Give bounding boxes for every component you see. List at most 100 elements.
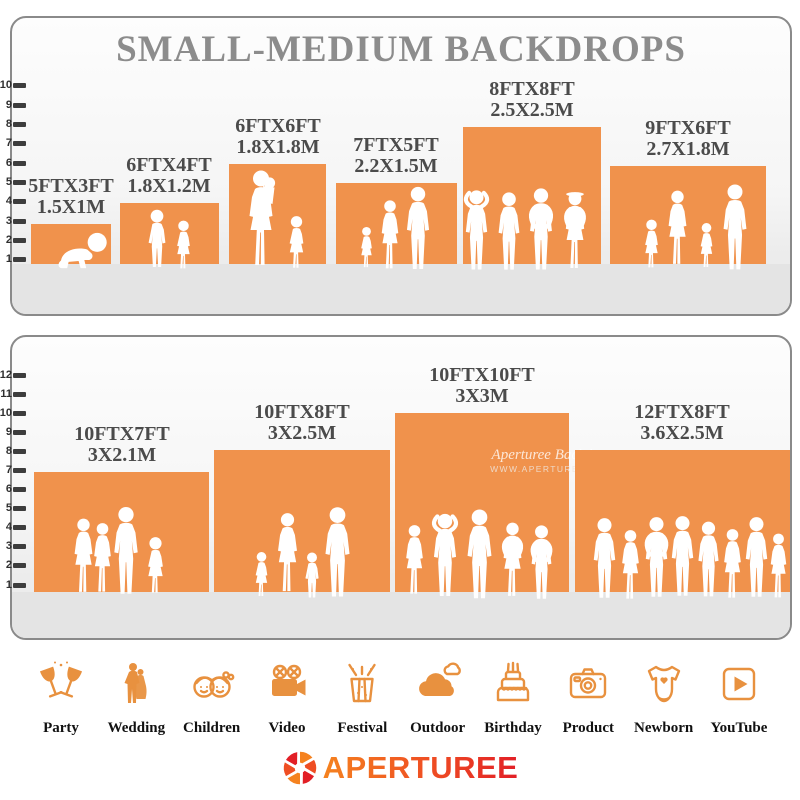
birthday-icon — [496, 661, 530, 702]
ruler-tick — [13, 373, 26, 378]
ruler-tick — [13, 392, 26, 397]
backdrop-label-7ftx5ft: 7FTX5FT 2.2X1.5M — [353, 134, 439, 177]
ruler-number: 2 — [5, 559, 12, 571]
ruler-tick — [13, 468, 26, 473]
silhouette-baby-crawling — [58, 232, 107, 269]
backdrop-label-5ftx3ft: 5FTX3FT 1.5X1M — [28, 175, 114, 218]
ruler-tick — [13, 219, 26, 224]
category-video: Video — [250, 660, 324, 737]
backdrop-label-6ftx4ft: 6FTX4FT 1.8X1.2M — [126, 154, 212, 197]
ruler-tick — [13, 583, 26, 588]
silhouette-girl — [255, 552, 268, 596]
logo-text: APERTUREE — [322, 750, 519, 785]
category-row: Party Wedding Children — [24, 660, 776, 737]
ruler-tick — [13, 449, 26, 454]
outdoor-icon — [418, 662, 461, 696]
ruler-number: 10 — [0, 407, 12, 419]
ruler-number: 11 — [0, 388, 12, 400]
video-icon — [271, 664, 306, 696]
silhouette-boy — [148, 209, 166, 267]
ruler-number: 4 — [5, 195, 12, 207]
ruler-tick — [13, 487, 26, 492]
ruler-number: 7 — [5, 137, 12, 149]
ruler-tick — [13, 161, 26, 166]
ruler-number: 7 — [5, 464, 12, 476]
category-party: Party — [24, 660, 98, 737]
ruler-tick — [13, 430, 26, 435]
silhouette-woman — [406, 525, 423, 594]
page-title: SMALL-MEDIUM BACKDROPS — [116, 29, 686, 70]
backdrop-label-10ftx8ft: 10FTX8FT 3X2.5M — [254, 401, 350, 444]
aperture-icon — [283, 751, 316, 785]
ruler-number: 9 — [5, 426, 12, 438]
silhouette-girl — [177, 220, 190, 269]
category-birthday: Birthday — [476, 660, 550, 737]
ruler-number: 3 — [5, 540, 12, 552]
ruler-tick — [13, 257, 26, 262]
backdrop-label-10ftx10ft: 10FTX10FT 3X3M — [429, 364, 535, 407]
ruler-number: 12 — [0, 369, 12, 381]
ruler-tick — [13, 103, 26, 108]
silhouette-man-hands-behind-head — [428, 511, 462, 601]
silhouette-woman — [770, 533, 787, 598]
backdrop-label-9ftx6ft: 9FTX6FT 2.7X1.8M — [645, 117, 731, 160]
ruler-tick — [13, 525, 26, 530]
ruler-tick — [13, 199, 26, 204]
ruler-tick — [13, 141, 26, 146]
silhouette-mother-with-baby — [241, 170, 281, 270]
ruler-number: 8 — [5, 118, 12, 130]
wedding-icon — [124, 663, 147, 703]
backdrop-rect-6ftx4ft — [120, 203, 219, 264]
silhouette-man — [467, 509, 492, 599]
ruler-number: 2 — [5, 234, 12, 246]
silhouette-man-hands-behind-head — [460, 190, 493, 272]
silhouette-man-hands-on-hips — [526, 525, 557, 601]
ruler-number: 9 — [5, 99, 12, 111]
ruler-tick — [13, 122, 26, 127]
ruler-number: 8 — [5, 445, 12, 457]
ruler-number: 3 — [5, 215, 12, 227]
category-product: Product — [551, 660, 625, 737]
category-wedding: Wedding — [99, 660, 173, 737]
ruler-tick — [13, 411, 26, 416]
youtube-icon — [722, 667, 756, 701]
ruler-number: 6 — [5, 157, 12, 169]
backdrop-label-12ftx8ft: 12FTX8FT 3.6X2.5M — [634, 401, 730, 444]
silhouette-man — [114, 506, 138, 594]
category-newborn: Newborn — [627, 660, 701, 737]
ruler-number: 5 — [5, 176, 12, 188]
backdrop-label-10ftx7ft: 10FTX7FT 3X2.1M — [74, 423, 170, 466]
silhouette-girl — [700, 223, 713, 267]
silhouette-girl — [289, 216, 304, 268]
watermark-url: WWW.APERTUREE.COM — [490, 464, 614, 474]
ruler-tick — [13, 180, 26, 185]
silhouette-man-hands-on-hips — [524, 188, 558, 272]
silhouette-man — [406, 186, 430, 269]
party-icon — [39, 661, 83, 698]
floor-small — [12, 264, 790, 314]
category-outdoor: Outdoor — [401, 660, 475, 737]
category-youtube: YouTube — [702, 660, 776, 737]
brand-logo: APERTUREE — [0, 750, 800, 786]
ruler-number: 6 — [5, 483, 12, 495]
newborn-icon — [647, 665, 680, 703]
ruler-tick — [13, 563, 26, 568]
ruler-number: 4 — [5, 521, 12, 533]
ruler-tick — [13, 238, 26, 243]
silhouette-toddler — [361, 226, 372, 268]
floor-medium — [12, 592, 790, 638]
panel-medium-backdrops: 12 11 10 9 8 7 6 5 4 3 2 1 10FTX7FT 3X2.… — [0, 335, 792, 640]
backdrop-label-8ftx8ft: 8FTX8FT 2.5X2.5M — [489, 78, 575, 121]
silhouette-woman-with-hat — [558, 192, 592, 272]
ruler-tick — [13, 83, 26, 88]
silhouette-girl — [645, 219, 658, 268]
category-children: Children — [175, 660, 249, 737]
silhouette-woman — [278, 513, 297, 592]
backdrop-rect-10ftx8ft — [214, 450, 390, 592]
ruler-tick — [13, 506, 26, 511]
silhouette-girl — [148, 537, 163, 593]
silhouette-woman-hands-on-hips — [497, 521, 528, 601]
backdrop-rect-6ftx6ft — [229, 164, 326, 264]
silhouette-man — [498, 192, 520, 270]
ruler-tick — [13, 544, 26, 549]
